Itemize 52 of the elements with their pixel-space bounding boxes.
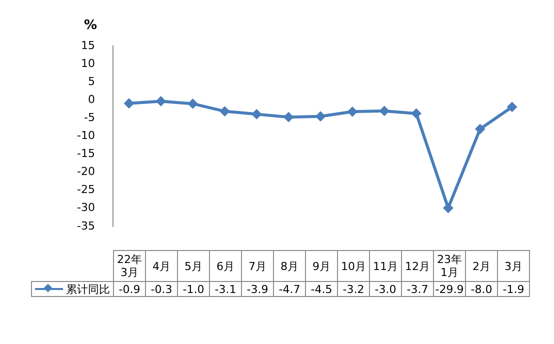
data-label: -4.5	[306, 282, 338, 296]
y-tick-label: -30	[77, 201, 95, 214]
x-tick-label: 4月	[146, 250, 178, 282]
point	[284, 112, 294, 122]
x-tick-label: 7月	[242, 250, 274, 282]
data-label: -0.3	[146, 282, 178, 296]
x-tick-label: 9月	[306, 250, 338, 282]
point	[316, 111, 326, 122]
y-tick-label: 10	[81, 56, 95, 70]
legend-label: 累计同比	[32, 282, 114, 296]
x-tick-label: 5月	[178, 250, 210, 282]
y-tick-label: -10	[77, 129, 95, 142]
point	[443, 203, 454, 213]
data-label: -4.7	[274, 282, 306, 296]
y-tick-label: -15	[77, 147, 95, 160]
data-label: -1.9	[498, 282, 530, 296]
point	[379, 106, 390, 116]
x-tick-label: 6月	[210, 250, 242, 282]
y-tick-label: 5	[88, 74, 95, 88]
data-label: -3.7	[402, 282, 434, 296]
data-label: -0.9	[114, 282, 146, 296]
point	[220, 106, 230, 116]
y-tick-label: -25	[77, 183, 95, 196]
x-tick-label: 10月	[338, 250, 370, 282]
y-tick-label: -35	[77, 219, 95, 232]
point	[475, 124, 486, 134]
x-tick-label: 11月	[370, 250, 402, 282]
data-label: -1.0	[178, 282, 210, 296]
y-tick-label: -20	[77, 165, 95, 178]
x-tick-label: 23年1月	[434, 250, 466, 282]
data-label: -8.0	[466, 282, 498, 296]
y-tick-label: 0	[88, 92, 95, 106]
point	[124, 98, 134, 108]
point	[507, 102, 518, 112]
point	[411, 108, 422, 118]
point	[156, 96, 166, 106]
data-label: -29.9	[434, 282, 466, 296]
point	[188, 98, 198, 109]
y-tick-label: -5	[84, 111, 95, 124]
x-tick-label: 8月	[274, 250, 306, 282]
point	[347, 106, 358, 117]
point	[252, 109, 262, 120]
data-label: -3.0	[370, 282, 402, 296]
x-tick-label: 12月	[402, 250, 434, 282]
x-tick-label: 22年3月	[114, 250, 146, 282]
x-tick-label: 2月	[466, 250, 498, 282]
data-label: -3.9	[242, 282, 274, 296]
y-axis-title: %	[84, 18, 98, 33]
data-label: -3.1	[210, 282, 242, 296]
y-tick-label: 15	[81, 38, 95, 52]
x-tick-label: 3月	[498, 250, 530, 282]
data-label: -3.2	[338, 282, 370, 296]
